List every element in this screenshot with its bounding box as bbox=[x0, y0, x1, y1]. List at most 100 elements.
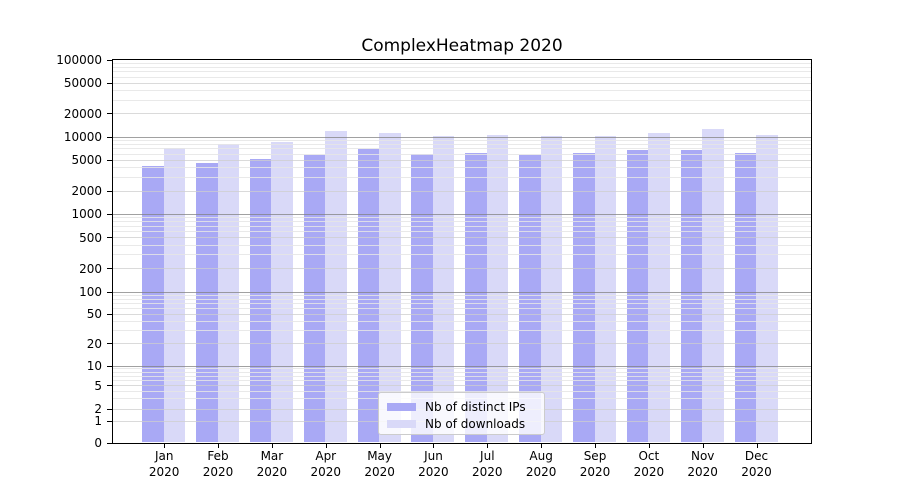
x-label-month: Apr bbox=[315, 449, 337, 463]
x-axis-tick-label-dec: Dec 2020 bbox=[729, 449, 785, 480]
x-axis-tick-label-sep: Sep 2020 bbox=[567, 449, 623, 480]
x-axis-tick-feb bbox=[218, 443, 220, 448]
y-minor-gridline-400 bbox=[112, 244, 811, 246]
y-axis-tick-label-50: 50 bbox=[86, 307, 102, 322]
y-axis-tick-500 bbox=[107, 237, 113, 239]
y-axis-tick-label-1000: 1000 bbox=[71, 207, 102, 222]
y-axis-tick-50 bbox=[107, 313, 113, 315]
x-label-year: 2020 bbox=[525, 464, 557, 479]
y-minor-gridline-300 bbox=[112, 254, 811, 256]
y-axis-tick-label-5000: 5000 bbox=[71, 153, 102, 168]
y-minor-gridline-4000 bbox=[112, 167, 811, 169]
y-axis-tick-100 bbox=[107, 291, 113, 293]
x-label-year: 2020 bbox=[741, 464, 772, 479]
y-minor-gridline-60000 bbox=[112, 76, 811, 78]
y-axis-tick-1000 bbox=[107, 213, 113, 215]
plot-area bbox=[111, 58, 812, 444]
y-minor-gridline-80 bbox=[112, 298, 811, 300]
x-label-year: 2020 bbox=[418, 464, 449, 479]
bar-downloads-nov bbox=[702, 129, 724, 443]
y-minor-gridline-6000 bbox=[112, 153, 811, 155]
legend-swatch-distinct-ips bbox=[387, 402, 416, 411]
bar-distinct-ips-jan bbox=[142, 166, 164, 443]
y-gridline-1000 bbox=[112, 213, 811, 215]
x-axis-tick-nov bbox=[702, 443, 704, 448]
x-axis-tick-label-feb: Feb 2020 bbox=[190, 449, 246, 480]
y-axis-tick-label-100000: 100000 bbox=[56, 53, 102, 67]
bar-distinct-ips-nov bbox=[680, 150, 703, 443]
bar-distinct-ips-jul bbox=[465, 152, 487, 443]
bar-distinct-ips-sep bbox=[573, 153, 595, 443]
y-minor-gridline-70000 bbox=[112, 71, 811, 73]
y-axis-tick-label-20000: 20000 bbox=[63, 106, 102, 121]
x-axis-tick-jul bbox=[487, 443, 489, 448]
y-gridline-10 bbox=[112, 365, 811, 367]
x-label-month: Feb bbox=[207, 449, 229, 463]
x-axis-tick-label-aug: Aug 2020 bbox=[513, 449, 569, 480]
y-gridline-5 bbox=[112, 385, 811, 386]
y-minor-gridline-90000 bbox=[112, 63, 811, 65]
x-label-month: Jan bbox=[154, 449, 174, 463]
y-axis-tick-2000 bbox=[107, 190, 113, 192]
y-axis-tick-1 bbox=[107, 420, 113, 422]
bar-distinct-ips-dec bbox=[734, 152, 757, 443]
y-axis-tick-10 bbox=[107, 365, 113, 367]
y-gridline-50000 bbox=[112, 82, 811, 84]
y-minor-gridline-700 bbox=[112, 225, 811, 227]
y-minor-gridline-600 bbox=[112, 231, 811, 233]
y-minor-gridline-900 bbox=[112, 217, 811, 219]
x-label-year: 2020 bbox=[472, 464, 503, 479]
x-axis-tick-label-jan: Jan 2020 bbox=[136, 449, 192, 480]
y-axis-tick-20 bbox=[107, 343, 113, 345]
y-minor-gridline-8 bbox=[112, 371, 811, 373]
bar-downloads-may bbox=[379, 132, 401, 443]
x-axis-tick-may bbox=[379, 443, 381, 448]
chart-title: ComplexHeatmap 2020 bbox=[361, 36, 563, 56]
y-axis-tick-label-10000: 10000 bbox=[63, 130, 102, 144]
x-axis-tick-jan bbox=[164, 443, 166, 448]
x-label-month: Oct bbox=[638, 449, 660, 463]
y-minor-gridline-800 bbox=[112, 221, 811, 223]
x-axis-tick-label-nov: Nov 2020 bbox=[675, 449, 731, 480]
y-axis-tick-label-50000: 50000 bbox=[63, 76, 102, 91]
y-axis-tick-label-20: 20 bbox=[86, 336, 102, 351]
y-axis-tick-20000 bbox=[107, 113, 113, 115]
y-axis-tick-2 bbox=[107, 408, 113, 410]
x-label-year: 2020 bbox=[579, 464, 611, 479]
x-axis-tick-label-mar: Mar 2020 bbox=[244, 449, 300, 480]
y-minor-gridline-30 bbox=[112, 330, 811, 332]
y-minor-gridline-8000 bbox=[112, 143, 811, 145]
y-minor-gridline-4 bbox=[112, 390, 811, 392]
y-minor-gridline-60 bbox=[112, 307, 811, 309]
x-label-month: Nov bbox=[690, 449, 715, 463]
y-gridline-2000 bbox=[112, 190, 811, 192]
x-label-year: 2020 bbox=[687, 464, 718, 479]
y-axis-tick-label-500: 500 bbox=[79, 230, 102, 245]
y-gridline-5000 bbox=[112, 159, 811, 161]
x-axis-tick-dec bbox=[756, 443, 758, 448]
bar-downloads-feb bbox=[217, 144, 240, 443]
legend-label-downloads: Nb of downloads bbox=[425, 416, 526, 431]
x-axis-tick-label-jul: Jul 2020 bbox=[459, 449, 515, 480]
y-minor-gridline-90 bbox=[112, 294, 811, 296]
x-label-year: 2020 bbox=[202, 464, 234, 479]
y-minor-gridline-3000 bbox=[112, 176, 811, 178]
y-axis-tick-5 bbox=[107, 385, 113, 386]
x-axis-tick-apr bbox=[325, 443, 327, 448]
y-axis-tick-label-5: 5 bbox=[94, 378, 102, 393]
x-label-year: 2020 bbox=[633, 464, 665, 479]
x-axis-tick-label-oct: Oct 2020 bbox=[621, 449, 677, 480]
x-axis-tick-label-jun: Jun 2020 bbox=[405, 449, 461, 480]
x-label-year: 2020 bbox=[310, 464, 342, 479]
y-axis-tick-5000 bbox=[107, 159, 113, 161]
legend-entry-downloads: Nb of downloads bbox=[387, 415, 536, 432]
y-gridline-200 bbox=[112, 268, 811, 270]
y-minor-gridline-40 bbox=[112, 320, 811, 322]
bar-downloads-oct bbox=[648, 133, 670, 443]
y-gridline-500 bbox=[112, 237, 811, 239]
y-minor-gridline-9000 bbox=[112, 140, 811, 142]
y-minor-gridline-80000 bbox=[112, 66, 811, 68]
bar-downloads-sep bbox=[594, 135, 616, 443]
legend: Nb of distinct IPs Nb of downloads bbox=[378, 392, 545, 435]
